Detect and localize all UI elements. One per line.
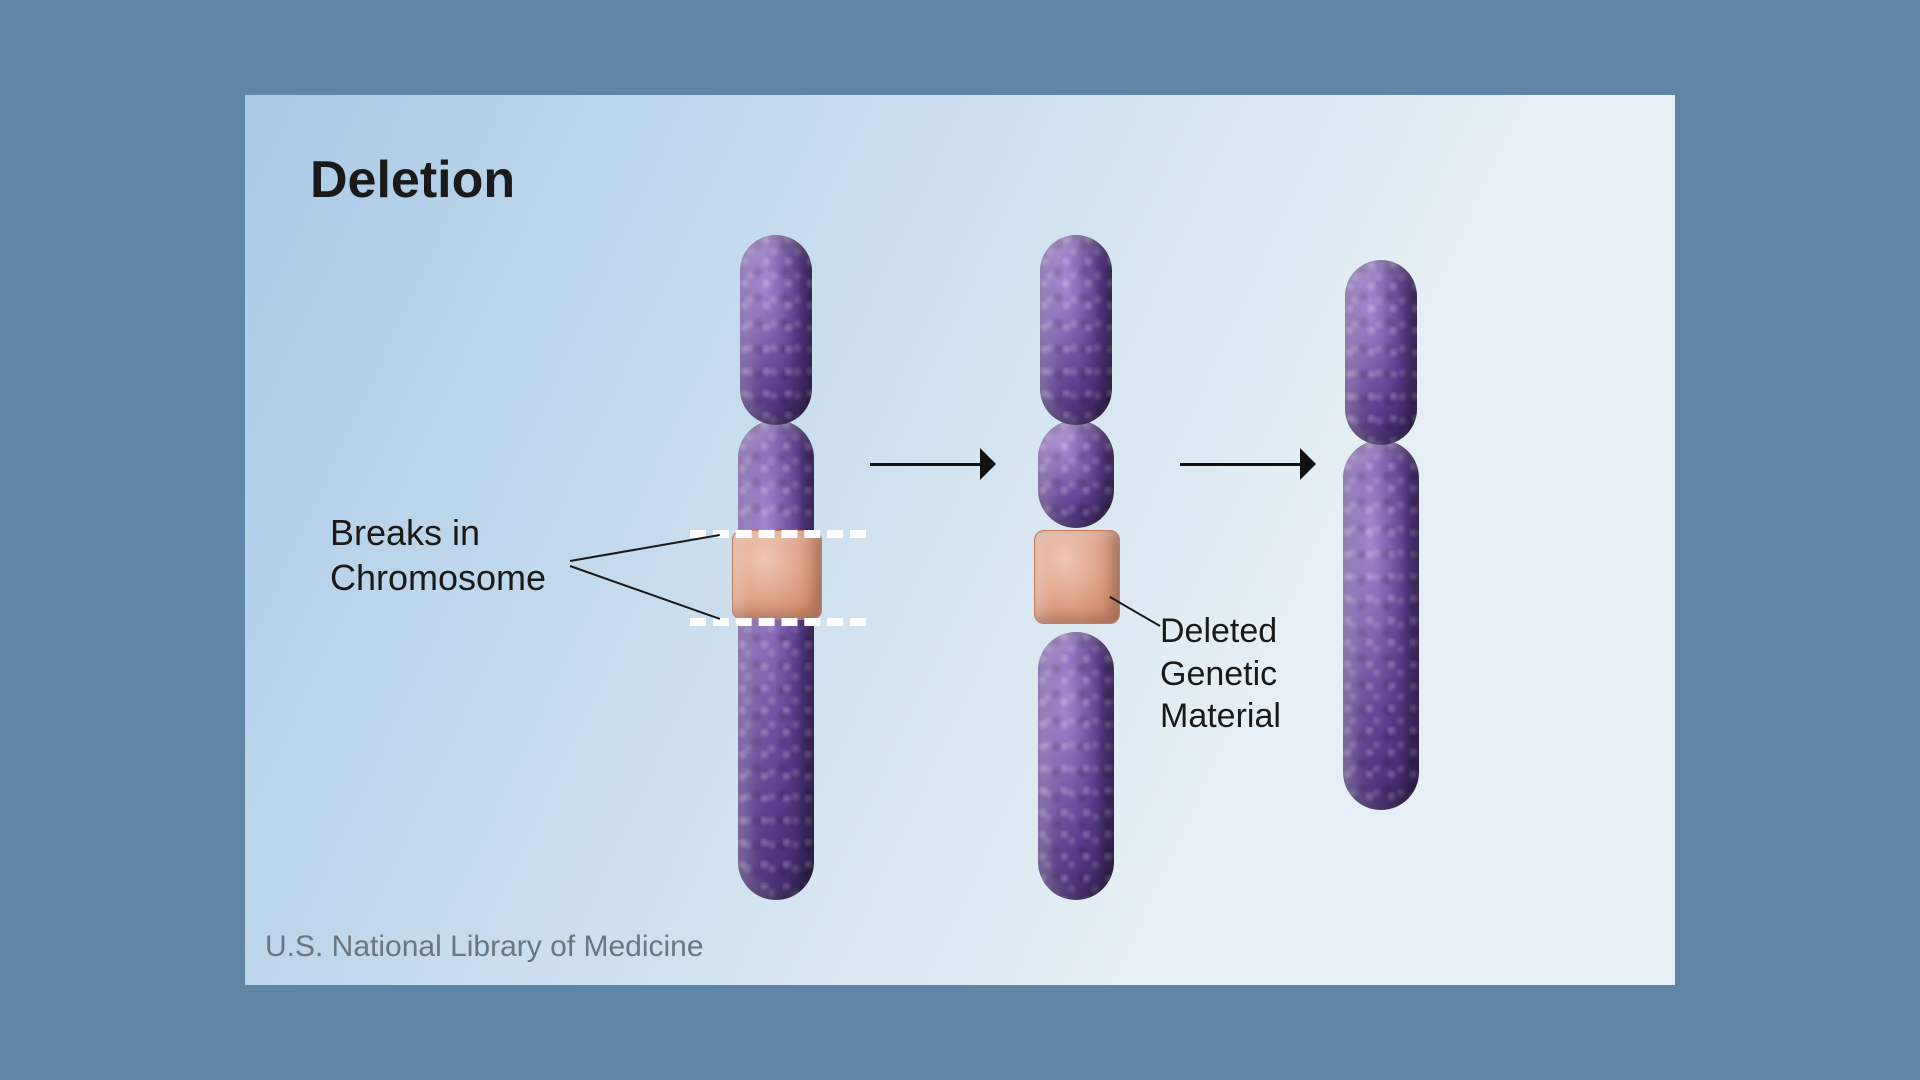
process-arrow-1 bbox=[870, 448, 996, 480]
arrow-head-icon bbox=[1300, 448, 1316, 480]
arrow-head-icon bbox=[980, 448, 996, 480]
deleted-genetic-material bbox=[1034, 530, 1120, 624]
chromosome-2-short-arm bbox=[1040, 235, 1112, 425]
chromosome-2-long-arm-upper bbox=[1038, 420, 1114, 528]
chromosome-1-deleted-segment bbox=[732, 530, 822, 620]
breaks-in-chromosome-label-line: Chromosome bbox=[330, 555, 546, 600]
deleted-material-label-line: Genetic bbox=[1160, 653, 1281, 696]
chromosome-3-long-arm bbox=[1343, 440, 1419, 810]
chromosome-2-long-arm-lower bbox=[1038, 632, 1114, 900]
deleted-material-label-line: Material bbox=[1160, 695, 1281, 738]
breaks-in-chromosome-label-line: Breaks in bbox=[330, 510, 546, 555]
diagram-title: Deletion bbox=[310, 150, 515, 210]
arrow-shaft bbox=[870, 463, 980, 466]
chromosome-1-long-arm bbox=[738, 420, 814, 900]
chromosome-1-short-arm bbox=[740, 235, 812, 425]
chromosome-3-short-arm bbox=[1345, 260, 1417, 445]
deleted-material-label-line: Deleted bbox=[1160, 610, 1281, 653]
deleted-material-label: DeletedGeneticMaterial bbox=[1160, 610, 1281, 738]
breaks-in-chromosome-label: Breaks inChromosome bbox=[330, 510, 546, 600]
arrow-shaft bbox=[1180, 463, 1300, 466]
source-credit: U.S. National Library of Medicine bbox=[265, 930, 704, 964]
break-line-bottom bbox=[690, 618, 866, 626]
canvas: Deletion U.S. National Library of Medicin… bbox=[0, 0, 1920, 1080]
process-arrow-2 bbox=[1180, 448, 1316, 480]
